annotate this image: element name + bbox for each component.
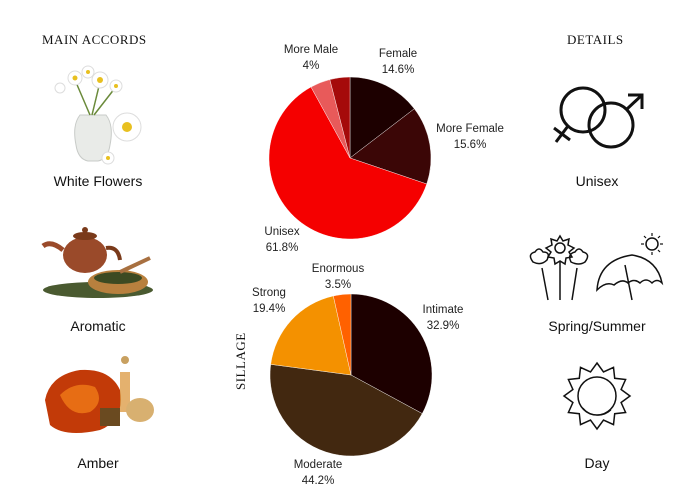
gender-symbols-icon xyxy=(553,86,644,149)
slice-label-more-female: More Female 15.6% xyxy=(436,123,504,151)
slice-label-more-male: More Male 4% xyxy=(283,44,339,72)
slice-label-female: Female 14.6% xyxy=(378,48,418,76)
slice-label-unisex: Unisex 61.8% xyxy=(264,226,300,254)
pie-slice-female xyxy=(349,76,415,159)
sun-icon xyxy=(562,361,632,431)
gender-label: Unisex xyxy=(575,173,619,189)
accord-label: White Flowers xyxy=(53,173,143,189)
flowers-umbrella-icon xyxy=(529,233,664,301)
pie-slice-more-female xyxy=(349,108,432,185)
teapot-herbs-image xyxy=(41,227,153,298)
pie-slice-intimate xyxy=(350,293,433,414)
pie-slice-moderate xyxy=(269,364,423,457)
accord-label: Aromatic xyxy=(70,318,126,334)
slice-label-enormous: Enormous 3.5% xyxy=(311,263,365,291)
details-heading: DETAILS xyxy=(567,32,624,47)
slice-label-moderate: Moderate 44.2% xyxy=(293,459,343,487)
amber-stone-image xyxy=(45,356,154,434)
time-of-day-label: Day xyxy=(584,455,610,471)
accord-label: Amber xyxy=(77,455,119,471)
pie-slice-unlabeled xyxy=(329,76,351,159)
pie-slice-enormous xyxy=(333,293,352,376)
white-flowers-vase-image xyxy=(54,65,142,165)
season-label: Spring/Summer xyxy=(548,318,646,334)
pie-slice-strong xyxy=(270,295,352,376)
slice-label-intimate: Intimate 32.9% xyxy=(422,304,464,332)
main-accords-heading: MAIN ACCORDS xyxy=(42,32,147,47)
pie-slice-unisex xyxy=(268,86,427,240)
slice-label-strong: Strong 19.4% xyxy=(252,287,286,315)
